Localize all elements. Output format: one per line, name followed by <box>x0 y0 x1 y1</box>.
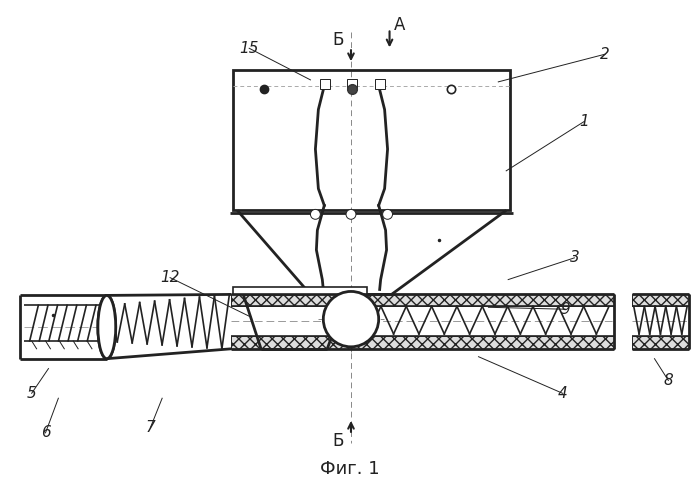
Text: 3: 3 <box>570 250 580 265</box>
Ellipse shape <box>98 295 116 359</box>
Text: А: А <box>393 16 405 34</box>
Bar <box>232 336 614 349</box>
Circle shape <box>311 209 321 219</box>
Bar <box>632 336 689 349</box>
Circle shape <box>323 291 379 347</box>
Bar <box>321 79 330 89</box>
Bar <box>232 294 614 306</box>
Text: 8: 8 <box>664 373 673 388</box>
Circle shape <box>383 209 393 219</box>
Bar <box>632 294 689 306</box>
Text: 4: 4 <box>558 386 568 401</box>
Text: Б: Б <box>332 432 344 450</box>
Text: 9: 9 <box>561 302 570 317</box>
Bar <box>374 79 384 89</box>
Text: 7: 7 <box>146 420 155 435</box>
Text: 1: 1 <box>580 114 589 129</box>
Text: 2: 2 <box>600 47 610 61</box>
Text: 15: 15 <box>239 41 259 56</box>
Bar <box>347 79 357 89</box>
Circle shape <box>346 209 356 219</box>
Text: Фиг. 1: Фиг. 1 <box>320 460 380 478</box>
Bar <box>233 70 510 210</box>
Text: 6: 6 <box>41 426 50 440</box>
Text: 5: 5 <box>27 386 36 401</box>
Ellipse shape <box>98 295 116 359</box>
Bar <box>233 286 367 294</box>
Text: Б: Б <box>332 31 344 49</box>
Text: 12: 12 <box>160 270 180 285</box>
